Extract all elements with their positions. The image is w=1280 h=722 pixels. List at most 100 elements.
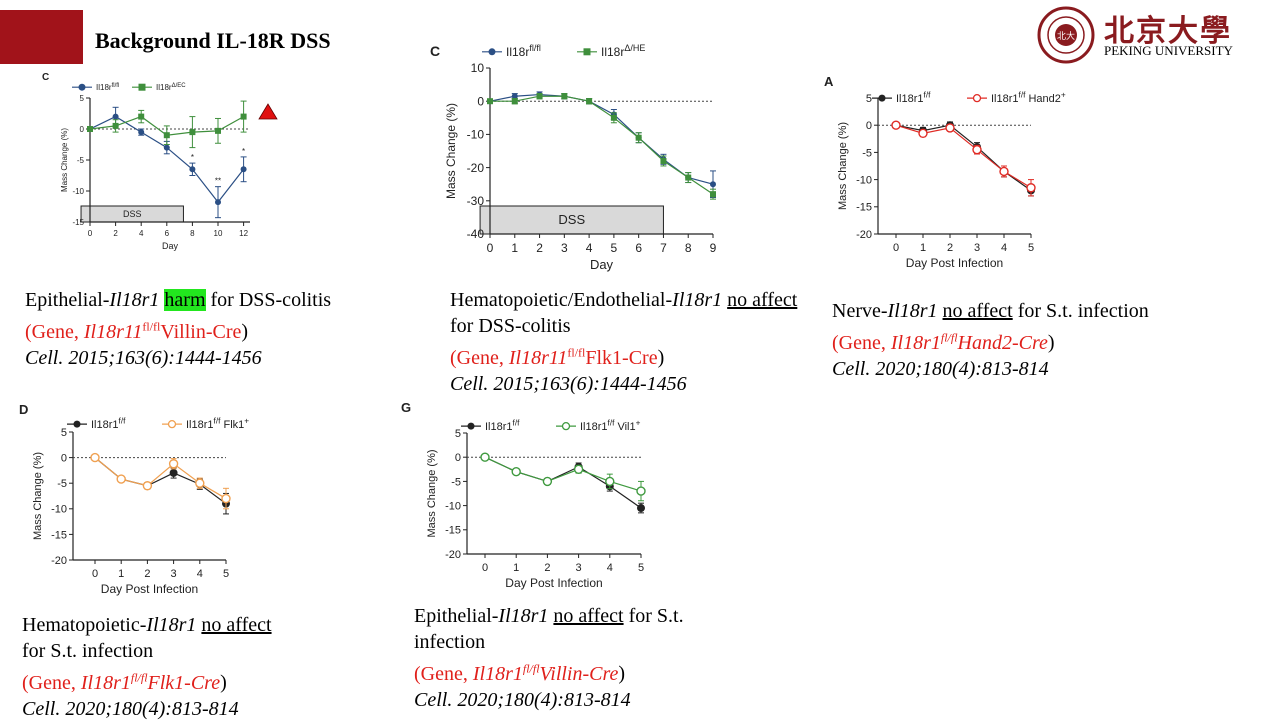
y-axis-label: Mass Change (%)	[60, 128, 69, 192]
legend-marker	[488, 48, 496, 56]
legend-label: Il18rΔ/EC	[156, 83, 186, 92]
caption-3: Nerve-Il18r1 no affect for S.t. infectio…	[832, 300, 1149, 380]
x-tick-label: 3	[171, 568, 177, 580]
data-point	[561, 93, 568, 100]
y-axis-label: Mass Change (%)	[444, 103, 458, 199]
y-tick-label: -20	[51, 555, 67, 567]
y-tick-label: 5	[80, 94, 85, 103]
data-point	[240, 166, 247, 173]
y-tick-label: 5	[61, 427, 67, 439]
data-point	[189, 166, 196, 173]
y-tick-label: -10	[445, 500, 461, 512]
data-point	[637, 504, 645, 513]
data-point	[972, 144, 982, 155]
legend-marker	[138, 83, 146, 91]
panel-letter: C	[430, 43, 440, 59]
x-tick-label: 9	[710, 241, 717, 255]
data-point	[511, 467, 521, 477]
x-tick-label: 6	[635, 241, 642, 255]
panel-letter: D	[19, 402, 28, 417]
data-point	[710, 191, 716, 198]
x-tick-label: 2	[113, 229, 118, 238]
x-tick-label: 4	[197, 568, 203, 580]
x-tick-label: 7	[660, 241, 667, 255]
series-line	[490, 95, 714, 195]
y-tick-label: -5	[862, 147, 872, 159]
y-tick-label: -5	[451, 476, 461, 488]
y-tick-label: -5	[77, 156, 85, 165]
data-point	[636, 486, 646, 496]
data-point	[195, 478, 205, 488]
x-axis-label: Day Post Infection	[906, 256, 1003, 270]
legend-marker	[878, 94, 886, 102]
y-tick-label: 0	[455, 452, 461, 464]
caption-5: Epithelial-Il18r1 no affect for S.t. inf…	[414, 605, 684, 711]
y-tick-label: -15	[445, 525, 461, 537]
university-name-cn: 北京大學	[1104, 15, 1232, 48]
series-line	[489, 93, 714, 185]
caption-2: Hematopoietic/Endothelial-Il18r1 no affe…	[450, 289, 798, 395]
y-tick-label: -15	[856, 202, 872, 214]
x-tick-label: 2	[947, 242, 953, 254]
data-point	[142, 481, 153, 491]
y-tick-label: -15	[72, 218, 84, 227]
y-tick-label: 10	[471, 61, 485, 75]
panel-letter: G	[401, 400, 411, 415]
y-tick-label: -20	[856, 229, 872, 241]
significance-mark: **	[215, 177, 221, 186]
x-axis-label: Day Post Infection	[505, 576, 602, 590]
legend-label: Il18r1f/f	[91, 417, 126, 431]
chart-panel-3: A 5 0 -5 -10 -15 -20 0 1 2 3 4 5 Day Post Infection Ma…	[824, 74, 1066, 270]
significance-mark: *	[242, 147, 245, 156]
data-point	[90, 452, 100, 463]
legend-label: Il18rfl/fl	[96, 83, 119, 92]
x-tick-label: 6	[165, 229, 170, 238]
x-tick-label: 3	[576, 562, 582, 574]
x-tick-label: 5	[223, 568, 229, 580]
data-point	[87, 126, 93, 132]
data-point	[610, 114, 617, 121]
chart-panel-4: D 5 0 -5 -10 -15 -20 0 1 2 3 4 5 Day Post Infection Ma…	[19, 402, 249, 596]
x-tick-label: 8	[685, 241, 692, 255]
legend-marker	[467, 422, 475, 430]
data-point	[221, 493, 231, 504]
data-point	[112, 113, 119, 120]
data-point	[215, 199, 221, 206]
series-line	[94, 457, 227, 500]
y-tick-label: -10	[72, 187, 84, 196]
data-point	[116, 474, 126, 484]
data-point	[685, 174, 692, 181]
x-tick-label: 1	[513, 562, 519, 574]
x-axis-label: Day Post Infection	[101, 582, 198, 596]
data-point	[891, 120, 901, 130]
series-line	[94, 457, 227, 505]
legend-marker	[78, 83, 86, 91]
title-accent-block	[0, 10, 83, 64]
y-tick-label: -30	[467, 194, 485, 208]
data-point	[215, 127, 221, 134]
x-tick-label: 4	[586, 241, 593, 255]
data-point	[635, 134, 642, 141]
y-tick-label: -10	[856, 174, 872, 186]
legend-label: Il18rfl/fl	[506, 43, 541, 59]
x-tick-label: 5	[611, 241, 618, 255]
dss-bar	[479, 205, 664, 235]
data-point	[945, 123, 955, 133]
legend-label: Il18r1f/f Flk1+	[186, 417, 249, 431]
data-point	[240, 113, 247, 120]
data-point	[660, 157, 667, 164]
data-point	[163, 144, 170, 151]
significance-mark: *	[191, 153, 194, 162]
x-tick-label: 5	[1028, 242, 1034, 254]
data-point	[487, 98, 493, 105]
x-tick-label: 0	[482, 562, 488, 574]
x-tick-label: 1	[511, 241, 518, 255]
caption-1: Epithelial-Il18r1 harm for DSS-colitis (…	[25, 289, 332, 369]
data-point	[511, 93, 518, 100]
data-point	[586, 98, 593, 105]
data-point	[1026, 183, 1036, 193]
svg-text:北大: 北大	[1057, 30, 1075, 41]
y-tick-label: 0	[61, 452, 67, 464]
y-tick-label: -15	[51, 529, 67, 541]
dss-bar-label: DSS	[123, 209, 142, 219]
